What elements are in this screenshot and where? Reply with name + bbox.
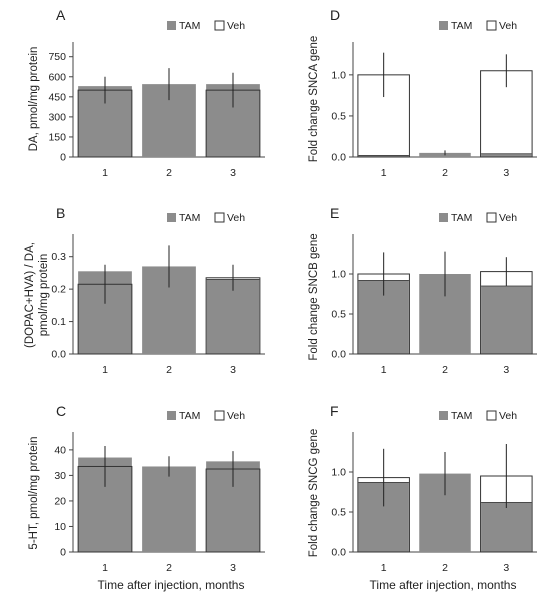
y-axis-label: DA, pmol/mg protein — [28, 47, 40, 152]
legend-swatch-veh — [486, 410, 497, 421]
y-tick-label: 750 — [48, 51, 66, 63]
y-tick-label: 0.5 — [331, 309, 346, 321]
y-tick-label: 30 — [54, 470, 66, 482]
legend-swatch-veh — [486, 20, 497, 31]
legend-swatch-veh — [214, 212, 225, 223]
legend-swatch-tam — [167, 21, 176, 30]
x-tick-label: 1 — [102, 364, 108, 376]
x-tick-label: 1 — [102, 167, 108, 179]
bar-tam — [481, 502, 532, 552]
bar-tam — [142, 466, 196, 552]
bar-tam — [481, 153, 532, 157]
y-axis-label: Fold change SNCB gene — [308, 233, 320, 360]
x-tick-label: 1 — [381, 562, 387, 574]
x-tick-label: 2 — [442, 364, 448, 376]
x-tick-label: 3 — [230, 364, 236, 376]
legend-swatch-tam — [167, 411, 176, 420]
legend-label-tam: TAM — [451, 20, 472, 32]
bar-tam — [481, 286, 532, 354]
legend-swatch-tam — [167, 213, 176, 222]
y-axis-label: Fold change SNCG gene — [308, 429, 320, 558]
legend-label-veh: Veh — [499, 20, 517, 32]
y-tick-label: 0.3 — [51, 251, 66, 263]
y-tick-label: 1.0 — [331, 467, 346, 479]
x-tick-label: 3 — [503, 562, 509, 574]
legend-swatch-veh — [214, 410, 225, 421]
y-tick-label: 0.0 — [51, 349, 66, 361]
legend-label-tam: TAM — [179, 410, 200, 422]
y-tick-label: 0.2 — [51, 284, 66, 296]
y-tick-label: 0.1 — [51, 316, 66, 328]
x-tick-label: 2 — [166, 562, 172, 574]
y-axis-label: Fold change SNCA gene — [308, 36, 320, 163]
y-tick-label: 0 — [60, 152, 66, 164]
bar-tam — [206, 279, 260, 354]
legend-label-veh: Veh — [227, 212, 245, 224]
y-tick-label: 600 — [48, 71, 66, 83]
y-tick-label: 1.0 — [331, 69, 346, 81]
x-tick-label: 1 — [381, 364, 387, 376]
y-tick-label: 0.5 — [331, 507, 346, 519]
bar-tam — [358, 155, 409, 157]
legend-swatch-tam — [439, 411, 448, 420]
y-tick-label: 20 — [54, 495, 66, 507]
y-tick-label: 450 — [48, 91, 66, 103]
legend-label-tam: TAM — [179, 20, 200, 32]
x-tick-label: 3 — [503, 167, 509, 179]
x-tick-label: 1 — [102, 562, 108, 574]
x-tick-label: 2 — [166, 364, 172, 376]
legend-swatch-veh — [486, 212, 497, 223]
panel-e: E Fold change SNCB gene 0.0 0.5 1.0 1 2 … — [308, 205, 537, 376]
x-axis-label-right: Time after injection, months — [370, 578, 517, 592]
y-tick-label: 0.5 — [331, 110, 346, 122]
x-tick-label: 1 — [381, 167, 387, 179]
y-tick-label: 40 — [54, 444, 66, 456]
y-axis-label: 5-HT, pmol/mg protein — [28, 436, 40, 549]
panel-c: C 5-HT, pmol/mg protein 0 10 20 30 40 1 … — [28, 403, 265, 574]
y-tick-label: 1.0 — [331, 269, 346, 281]
y-tick-label: 0.0 — [331, 349, 346, 361]
legend-label-veh: Veh — [499, 212, 517, 224]
x-tick-label: 2 — [442, 167, 448, 179]
x-tick-label: 2 — [442, 562, 448, 574]
panel-f: F Fold change SNCG gene 0.0 0.5 1.0 1 2 … — [308, 403, 537, 574]
panel-b: B (DOPAC+HVA) / DA, pmol/mg protein 0.0 0… — [24, 205, 265, 376]
legend-label-veh: Veh — [227, 410, 245, 422]
legend-label-veh: Veh — [499, 410, 517, 422]
legend-label-veh: Veh — [227, 20, 245, 32]
panel-letter: E — [330, 205, 339, 221]
legend-swatch-veh — [214, 20, 225, 31]
panel-letter: F — [330, 403, 339, 419]
legend-label-tam: TAM — [451, 212, 472, 224]
y-tick-label: 0.0 — [331, 152, 346, 164]
panel-letter: C — [56, 403, 66, 419]
panel-letter: A — [56, 7, 66, 23]
panel-d: D Fold change SNCA gene 0.0 0.5 1.0 1 2 … — [308, 7, 537, 179]
legend-label-tam: TAM — [179, 212, 200, 224]
panel-letter: D — [330, 7, 340, 23]
y-axis-label: (DOPAC+HVA) / DA, pmol/mg protein — [24, 242, 50, 348]
x-tick-label: 3 — [230, 167, 236, 179]
panel-letter: B — [56, 205, 65, 221]
y-tick-label: 0.0 — [331, 547, 346, 559]
x-axis-label-left: Time after injection, months — [98, 578, 245, 592]
y-tick-label: 10 — [54, 521, 66, 533]
legend-label-tam: TAM — [451, 410, 472, 422]
legend-swatch-tam — [439, 21, 448, 30]
y-tick-label: 0 — [60, 547, 66, 559]
y-tick-label: 300 — [48, 111, 66, 123]
legend-swatch-tam — [439, 213, 448, 222]
panel-a: A DA, pmol/mg protein 0 150 300 450 600 … — [28, 7, 265, 179]
x-tick-label: 2 — [166, 167, 172, 179]
y-tick-label: 150 — [48, 131, 66, 143]
x-tick-label: 3 — [503, 364, 509, 376]
x-tick-label: 3 — [230, 562, 236, 574]
